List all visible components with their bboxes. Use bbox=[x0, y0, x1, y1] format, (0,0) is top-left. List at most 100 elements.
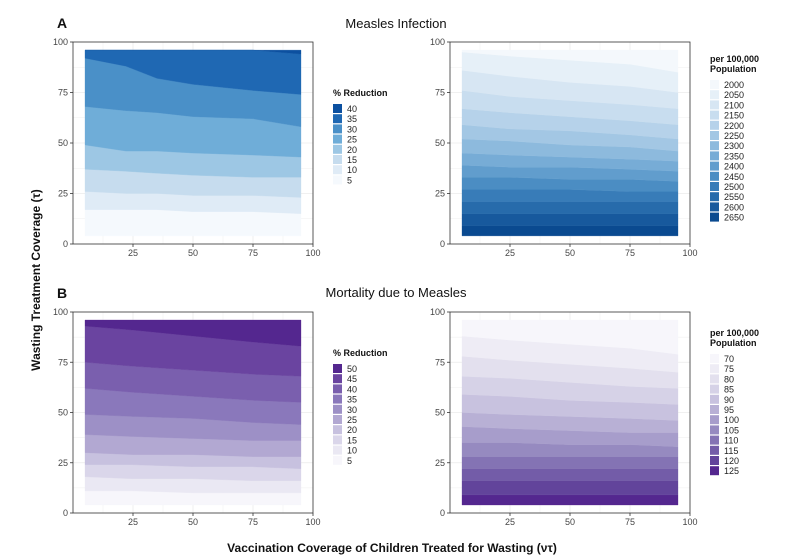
y-tick-label: 0 bbox=[63, 508, 68, 518]
legend-swatch bbox=[710, 110, 719, 120]
legend-swatch bbox=[710, 212, 719, 222]
legend-swatch bbox=[710, 131, 719, 140]
legend-label: 5 bbox=[347, 456, 352, 466]
legend-label: 15 bbox=[347, 155, 357, 165]
legend-swatch bbox=[333, 415, 342, 424]
x-tick-label: 75 bbox=[248, 248, 258, 258]
legend-label: 2250 bbox=[724, 131, 744, 141]
legend-label: 110 bbox=[724, 436, 738, 446]
contour-band-115 bbox=[461, 468, 679, 481]
x-tick-label: 75 bbox=[625, 517, 635, 527]
legend-swatch bbox=[710, 80, 719, 89]
y-tick-label: 25 bbox=[435, 458, 445, 468]
legend-label: 2500 bbox=[724, 182, 744, 192]
legend-swatch bbox=[333, 455, 342, 465]
legend-label: 10 bbox=[347, 165, 357, 175]
legend-label: 95 bbox=[724, 405, 734, 415]
panel-B-right: 0 25 50 75 100 25 50 75 100 per 100,000Population… bbox=[430, 307, 759, 527]
legend-label: 10 bbox=[347, 446, 357, 456]
y-tick-label: 0 bbox=[440, 508, 445, 518]
legend-B-right: per 100,000Population7075808590951001051… bbox=[710, 328, 759, 476]
y-tick-label: 75 bbox=[58, 357, 68, 367]
legend-label: 35 bbox=[347, 395, 357, 405]
legend-label: 2300 bbox=[724, 141, 744, 151]
panel-letter-a: A bbox=[57, 15, 67, 31]
legend-swatch bbox=[710, 364, 719, 374]
legend-label: 5 bbox=[347, 175, 352, 185]
legend-swatch bbox=[710, 182, 719, 191]
legend-label: 2100 bbox=[724, 100, 744, 110]
legend-label: 2150 bbox=[724, 111, 744, 121]
row-title-a: Measles Infection bbox=[345, 16, 446, 31]
legend-label: 2400 bbox=[724, 162, 744, 172]
y-tick-label: 25 bbox=[58, 189, 68, 199]
legend-label: 45 bbox=[347, 374, 357, 384]
legend-swatch bbox=[333, 104, 342, 113]
contour-band-5 bbox=[84, 209, 302, 237]
legend-title: % Reduction bbox=[333, 88, 388, 98]
legend-swatch bbox=[333, 435, 342, 445]
legend-label: 2200 bbox=[724, 121, 744, 131]
legend-label: 40 bbox=[347, 104, 357, 114]
x-tick-label: 25 bbox=[505, 517, 515, 527]
panel-letter-b: B bbox=[57, 285, 67, 301]
legend-swatch bbox=[333, 425, 342, 435]
contour-band-2550 bbox=[461, 201, 679, 214]
legend-swatch bbox=[333, 175, 342, 185]
contour-band-70 bbox=[461, 319, 679, 355]
x-tick-label: 25 bbox=[128, 517, 138, 527]
y-tick-label: 25 bbox=[58, 458, 68, 468]
legend-swatch bbox=[710, 192, 719, 202]
legend-label: 2000 bbox=[724, 80, 744, 90]
y-tick-label: 100 bbox=[430, 307, 445, 317]
legend-swatch bbox=[333, 404, 342, 414]
y-tick-label: 100 bbox=[430, 37, 445, 47]
contour-band-125 bbox=[461, 494, 679, 506]
legend-label: 80 bbox=[724, 374, 734, 384]
legend-label: 85 bbox=[724, 385, 734, 395]
legend-swatch bbox=[710, 466, 719, 476]
y-tick-label: 75 bbox=[435, 357, 445, 367]
legend-swatch bbox=[333, 374, 342, 384]
legend-label: 2550 bbox=[724, 192, 744, 202]
x-tick-label: 50 bbox=[565, 248, 575, 258]
x-tick-label: 100 bbox=[305, 248, 320, 258]
contour-band-2600 bbox=[461, 213, 679, 226]
legend-swatch bbox=[710, 445, 719, 455]
legend-label: 90 bbox=[724, 395, 734, 405]
legend-label: 20 bbox=[347, 425, 357, 435]
x-tick-label: 50 bbox=[188, 248, 198, 258]
x-tick-label: 75 bbox=[625, 248, 635, 258]
legend-label: 35 bbox=[347, 114, 357, 124]
y-tick-label: 25 bbox=[435, 189, 445, 199]
contour-band-2000 bbox=[461, 49, 679, 73]
legend-swatch bbox=[333, 394, 342, 404]
contour-band-40 bbox=[85, 49, 302, 55]
legend-swatch bbox=[710, 151, 719, 161]
legend-label: 30 bbox=[347, 405, 357, 415]
legend-swatch bbox=[710, 354, 719, 363]
legend-label: 105 bbox=[724, 425, 739, 435]
legend-label: 2600 bbox=[724, 202, 744, 212]
y-tick-label: 75 bbox=[435, 88, 445, 98]
legend-swatch bbox=[333, 144, 342, 154]
legend-swatch bbox=[333, 155, 342, 164]
legend-title: Population bbox=[710, 64, 757, 74]
legend-swatch bbox=[710, 374, 719, 384]
legend-swatch bbox=[710, 394, 719, 404]
x-tick-label: 100 bbox=[682, 517, 697, 527]
legend-label: 2650 bbox=[724, 213, 744, 223]
legend-swatch bbox=[710, 425, 719, 435]
legend-swatch bbox=[710, 456, 719, 465]
legend-label: 115 bbox=[724, 446, 738, 456]
contour-band-110 bbox=[461, 456, 679, 469]
legend-swatch bbox=[333, 124, 342, 134]
row-title-b: Mortality due to Measles bbox=[326, 285, 467, 300]
y-tick-label: 0 bbox=[63, 239, 68, 249]
legend-label: 2050 bbox=[724, 90, 744, 100]
